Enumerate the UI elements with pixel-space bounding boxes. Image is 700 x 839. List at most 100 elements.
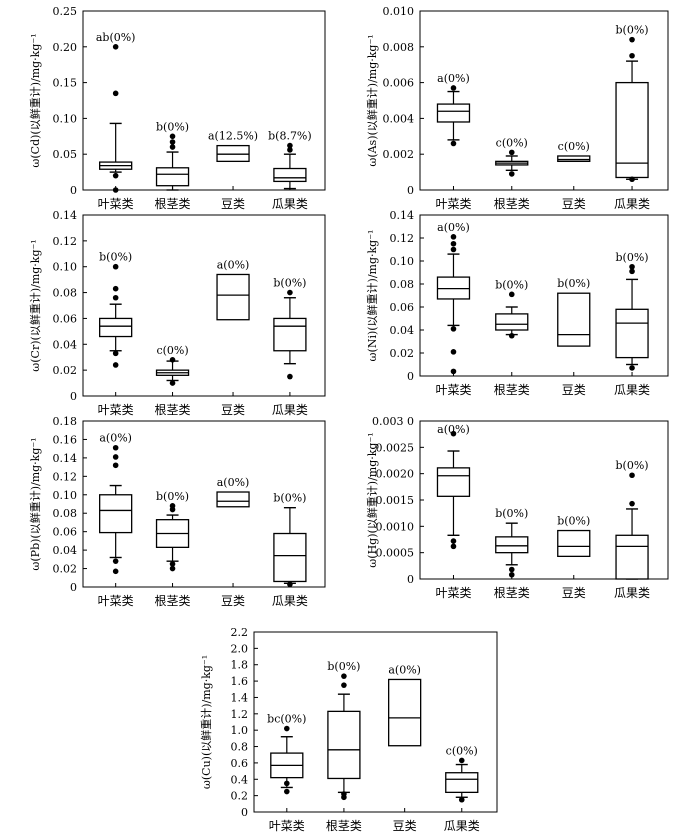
chart-panel-6: 0 0.0005 0.0010 0.0015 0.0020 0.0025 0.003 0 ω(… — [365, 415, 669, 600]
outlier-point — [450, 140, 457, 147]
outlier-point — [112, 350, 119, 357]
x-category-label: 豆类 — [221, 197, 245, 211]
x-category-label: 叶菜类 — [98, 197, 134, 211]
significance-annotation: b(0%) — [273, 492, 306, 505]
box-1 — [436, 234, 471, 375]
outlier-point — [450, 368, 457, 375]
box-1 — [99, 263, 133, 368]
box-iqr — [615, 534, 649, 580]
box-iqr — [388, 678, 422, 747]
box-4 — [615, 36, 649, 183]
box-4 — [445, 757, 479, 803]
y-tick-label: 1.4 — [231, 691, 249, 704]
box-1 — [270, 725, 304, 795]
significance-annotation: a(0%) — [217, 476, 250, 489]
y-tick-label: 0.02 — [53, 563, 78, 576]
y-tick-label: 0.05 — [53, 148, 78, 161]
y-tick-label: 0.25 — [53, 5, 78, 18]
x-category-label: 瓜果类 — [272, 594, 308, 608]
x-category-label: 根茎类 — [155, 197, 191, 211]
plot-frame — [253, 631, 498, 813]
x-category-label: 豆类 — [562, 197, 586, 211]
significance-annotation: b(8.7%) — [268, 130, 312, 143]
y-tick-label: 0.0015 — [376, 494, 415, 507]
y-tick-label: 0.004 — [383, 112, 415, 125]
outlier-point — [629, 263, 635, 270]
outlier-point — [284, 725, 290, 732]
significance-annotation: b(0%) — [557, 277, 590, 290]
y-axis-label: ω(Cu)(以鲜重计)/mg·kg⁻¹ — [199, 655, 213, 789]
significance-annotation: b(0%) — [495, 507, 528, 520]
significance-annotation: b(0%) — [616, 24, 649, 37]
plot-frame — [82, 214, 326, 397]
box-iqr — [436, 103, 471, 123]
y-tick-label: 1.8 — [231, 659, 249, 672]
box-iqr — [495, 313, 529, 331]
chart-panel-1: 0 0.05 0.10 0.15 0.20 0.25 ω(Cd)(以鲜重计)/mg·kg⁻¹… — [28, 5, 326, 211]
outlier-point — [629, 52, 635, 59]
y-axis-label: ω(Hg)(以鲜重计)/mg·kg⁻¹ — [365, 432, 379, 567]
box-iqr — [615, 308, 649, 359]
y-tick-label: 0.02 — [390, 347, 415, 360]
y-tick-label: 0 — [407, 573, 414, 586]
significance-annotation: ab(0%) — [96, 31, 136, 44]
y-tick-label: 0.10 — [53, 489, 78, 502]
significance-annotation: b(0%) — [557, 515, 590, 528]
x-category-label: 瓜果类 — [614, 586, 650, 600]
box-3 — [216, 144, 250, 163]
y-tick-label: 0.14 — [390, 209, 415, 222]
outlier-point — [112, 454, 119, 460]
outlier-point — [450, 85, 457, 91]
box-iqr — [327, 710, 361, 780]
box-3 — [216, 273, 250, 321]
y-tick-label: 0 — [70, 581, 77, 594]
significance-annotation: a(0%) — [388, 663, 421, 676]
x-category-label: 根茎类 — [494, 197, 530, 211]
outlier-point — [169, 561, 176, 567]
x-category-label: 豆类 — [393, 819, 417, 833]
y-tick-label: 0.006 — [383, 77, 415, 90]
significance-annotation: b(0%) — [616, 251, 649, 264]
y-tick-label: 0.0005 — [376, 547, 415, 560]
x-category-label: 叶菜类 — [435, 586, 471, 600]
outlier-point — [112, 462, 119, 469]
significance-annotation: b(0%) — [495, 278, 528, 291]
y-axis-label: ω(Pb)(以鲜重计)/mg·kg⁻¹ — [28, 437, 42, 570]
box-4 — [615, 472, 649, 580]
significance-annotation: a(0%) — [437, 221, 470, 234]
outlier-point — [169, 565, 176, 572]
significance-annotation: a(0%) — [217, 258, 250, 271]
y-tick-label: 0.08 — [390, 278, 415, 291]
box-2 — [495, 522, 529, 578]
y-tick-label: 0.04 — [53, 338, 78, 351]
outlier-point — [287, 142, 293, 149]
box-2 — [327, 673, 361, 801]
significance-annotation: b(0%) — [99, 251, 132, 264]
outlier-point — [169, 144, 176, 150]
outlier-point — [287, 581, 293, 588]
x-category-label: 豆类 — [562, 383, 586, 397]
y-tick-label: 0.15 — [53, 77, 78, 90]
box-iqr — [273, 532, 307, 583]
box-2 — [155, 503, 190, 572]
y-tick-label: 0.8 — [231, 741, 249, 754]
y-tick-label: 0.14 — [53, 209, 78, 222]
y-tick-label: 0 — [407, 184, 414, 197]
outlier-point — [629, 365, 635, 371]
y-tick-label: 0.08 — [53, 507, 78, 520]
box-iqr — [615, 81, 649, 179]
box-4 — [273, 142, 307, 190]
box-3 — [557, 292, 591, 347]
chart-panel-7: 0 0.2 0.4 0.6 0.8 1.0 1.2 1.4 1.6 1.8 2.0 2.2 ω(Cu)(… — [199, 626, 498, 833]
outlier-point — [112, 444, 119, 451]
box-iqr — [99, 494, 133, 534]
outlier-point — [450, 430, 457, 437]
outlier-point — [169, 133, 176, 140]
plot-frame — [419, 214, 669, 377]
significance-annotation: b(0%) — [273, 277, 306, 290]
outlier-point — [450, 538, 457, 544]
box-iqr — [445, 772, 479, 794]
box-2 — [155, 133, 190, 191]
chart-panel-5: 0 0.02 0.04 0.06 0.08 0.10 0.12 0.14 0.16 0.18 ω(P… — [28, 415, 326, 608]
